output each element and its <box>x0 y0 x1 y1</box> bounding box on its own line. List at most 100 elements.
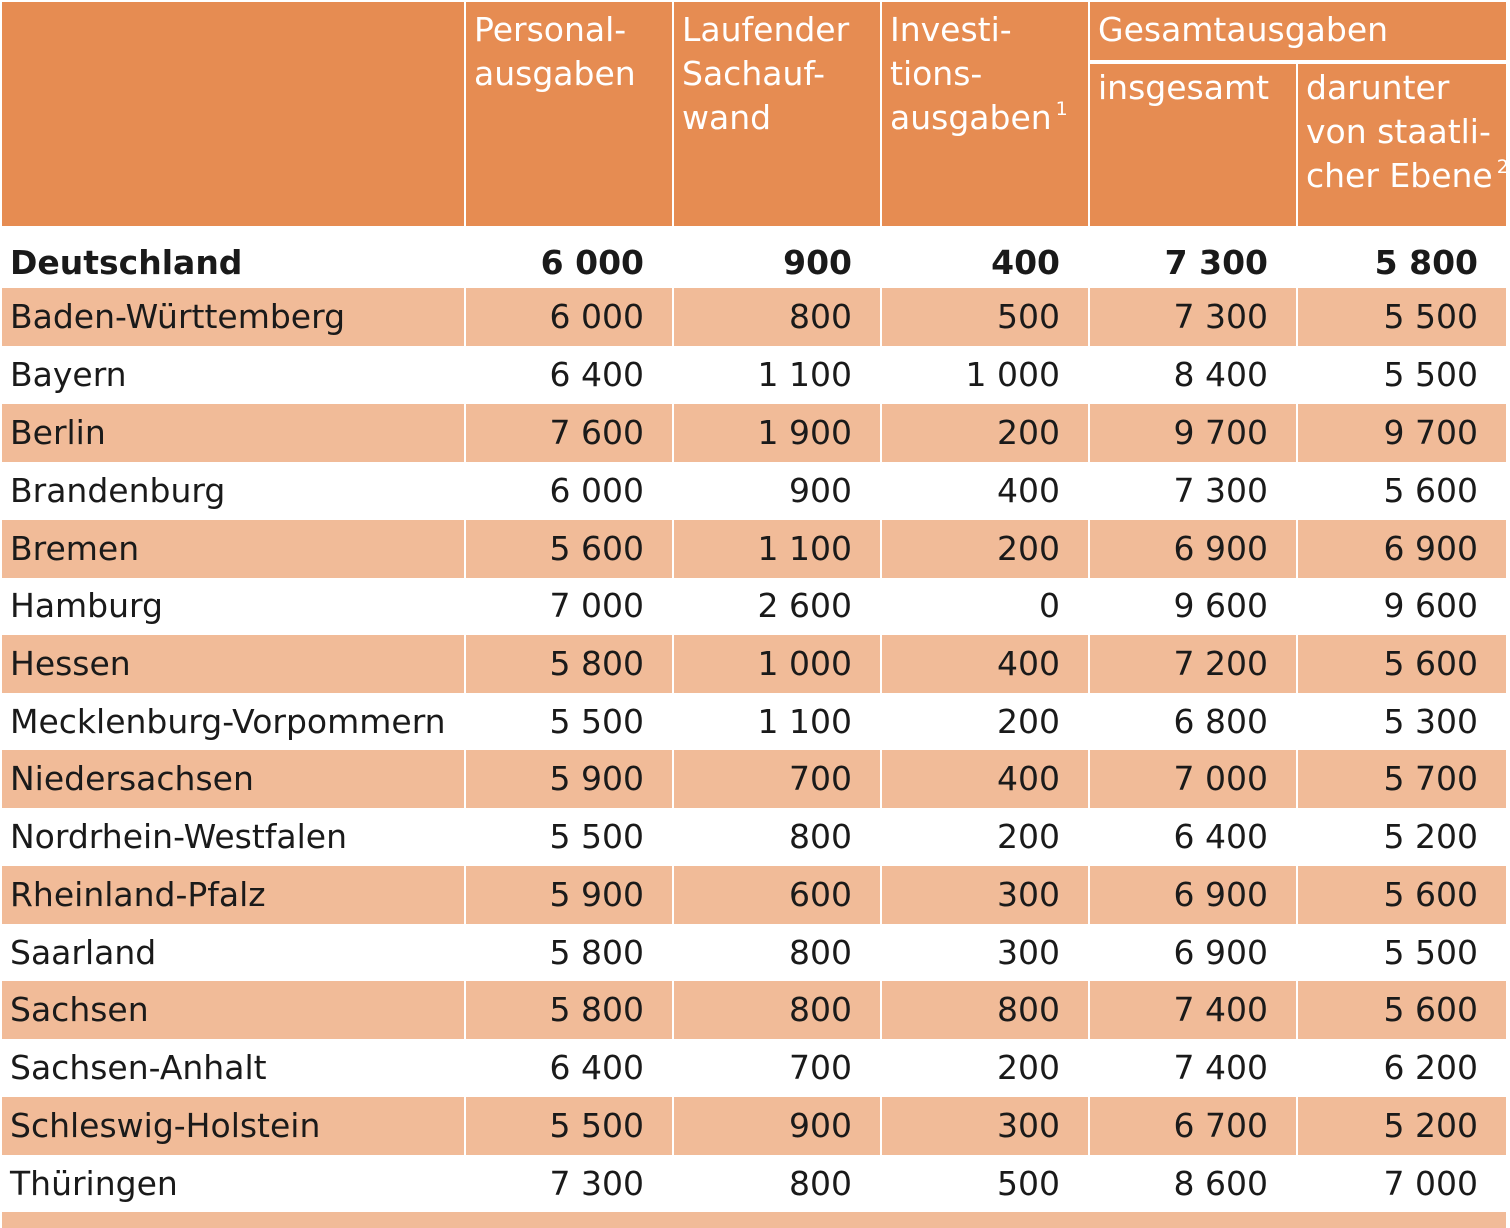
table-row: Rheinland-Pfalz 5 900 600 300 6 900 5 60… <box>0 866 1510 924</box>
header-line: ausgaben 1 <box>890 96 1088 140</box>
cell-personalausgaben: 6 400 <box>549 355 644 394</box>
cell-personalausgaben: 7 000 <box>549 586 644 625</box>
header-line: cher Ebene 2 <box>1306 154 1509 198</box>
cell-investitionsausgaben: 200 <box>997 817 1060 856</box>
cell-sachaufwand: 900 <box>783 243 852 282</box>
row-label: Hessen <box>2 635 464 693</box>
cell-personalausgaben: 6 400 <box>549 1048 644 1087</box>
cell-insgesamt: 8 400 <box>1173 355 1268 394</box>
table-row: Thüringen 7 300 800 500 8 600 7 000 <box>0 1155 1510 1213</box>
header-investitionsausgaben: Investi- tions- ausgaben 1 <box>882 2 1088 226</box>
cell-darunter-staatlich: 7 000 <box>1383 1164 1478 1203</box>
cell-darunter-staatlich: 5 500 <box>1383 933 1478 972</box>
cell-darunter-staatlich: 5 500 <box>1383 355 1478 394</box>
cell-personalausgaben: 6 000 <box>549 471 644 510</box>
cell-darunter-staatlich: 5 200 <box>1298 1097 1506 1155</box>
cell-investitionsausgaben: 300 <box>997 933 1060 972</box>
cell-darunter-staatlich: 5 500 <box>1298 288 1506 346</box>
cell-darunter-staatlich: 6 900 <box>1298 520 1506 578</box>
table-row: Baden-Württemberg 6 000 800 500 7 300 5 … <box>0 288 1510 346</box>
row-label: Bayern <box>10 355 127 394</box>
cell-investitionsausgaben: 800 <box>882 981 1088 1039</box>
cell-sachaufwand: 600 <box>674 866 880 924</box>
row-label: Saarland <box>10 933 157 972</box>
table-row: Niedersachsen 5 900 700 400 7 000 5 700 <box>0 750 1510 808</box>
header-line: ausgaben <box>474 54 636 93</box>
cell-insgesamt: 6 900 <box>1173 933 1268 972</box>
table-row: Bremen 5 600 1 100 200 6 900 6 900 <box>0 520 1510 578</box>
table-row: Nordrhein-Westfalen 5 500 800 200 6 400 … <box>0 808 1510 866</box>
cell-investitionsausgaben: 200 <box>997 702 1060 741</box>
table-row: Brandenburg 6 000 900 400 7 300 5 600 <box>0 462 1510 520</box>
cell-sachaufwand: 900 <box>674 1097 880 1155</box>
cell-personalausgaben: 5 500 <box>549 817 644 856</box>
table-row: Sachsen-Anhalt 6 400 700 200 7 400 6 200 <box>0 1039 1510 1097</box>
row-label: Deutschland <box>10 243 243 282</box>
cell-insgesamt: 7 400 <box>1090 981 1296 1039</box>
cell-sachaufwand: 1 000 <box>674 635 880 693</box>
header-personalausgaben: Personal- ausgaben <box>466 2 672 226</box>
cell-personalausgaben: 5 600 <box>466 520 672 578</box>
row-label: Sachsen <box>2 981 464 1039</box>
header-line: Personal- <box>474 10 627 49</box>
table-row: Bayern 6 400 1 100 1 000 8 400 5 500 <box>0 346 1510 404</box>
cell-insgesamt: 6 400 <box>1173 817 1268 856</box>
row-label: Bremen <box>2 520 464 578</box>
cell-personalausgaben: 7 600 <box>466 404 672 462</box>
cell-darunter-staatlich: 5 600 <box>1298 635 1506 693</box>
cell-darunter-staatlich: 9 700 <box>1298 404 1506 462</box>
header-sachaufwand: Laufender Sachauf- wand <box>674 2 880 226</box>
cell-insgesamt: 6 900 <box>1090 520 1296 578</box>
cell-investitionsausgaben: 300 <box>882 1097 1088 1155</box>
footnote-marker: 2 <box>1496 156 1509 178</box>
cell-sachaufwand: 800 <box>789 933 852 972</box>
cell-darunter-staatlich: 5 600 <box>1298 981 1506 1039</box>
cell-investitionsausgaben: 400 <box>882 635 1088 693</box>
cell-personalausgaben: 5 800 <box>549 933 644 972</box>
table-row: Sachsen 5 800 800 800 7 400 5 600 <box>0 981 1510 1039</box>
row-label: Schleswig-Holstein <box>2 1097 464 1155</box>
cell-personalausgaben: 6 000 <box>466 288 672 346</box>
header-gesamtausgaben: Gesamtausgaben <box>1090 2 1506 60</box>
cell-insgesamt: 7 300 <box>1164 243 1268 282</box>
row-label: Mecklenburg-Vorpommern <box>10 702 446 741</box>
cell-investitionsausgaben: 1 000 <box>965 355 1060 394</box>
row-label: Rheinland-Pfalz <box>2 866 464 924</box>
row-label: Niedersachsen <box>2 750 464 808</box>
cell-insgesamt: 9 600 <box>1173 586 1268 625</box>
cell-investitionsausgaben: 400 <box>882 750 1088 808</box>
row-label: Sachsen-Anhalt <box>10 1048 267 1087</box>
table-row-total: Deutschland 6 000 900 400 7 300 5 800 <box>0 234 1510 292</box>
cell-sachaufwand: 700 <box>674 750 880 808</box>
row-label: Nordrhein-Westfalen <box>10 817 348 856</box>
row-label: Brandenburg <box>10 471 226 510</box>
table-row: Hessen 5 800 1 000 400 7 200 5 600 <box>0 635 1510 693</box>
cell-insgesamt: 7 300 <box>1090 288 1296 346</box>
row-label: Baden-Württemberg <box>2 288 464 346</box>
cell-darunter-staatlich: 5 600 <box>1298 866 1506 924</box>
row-label: Thüringen <box>10 1164 178 1203</box>
cell-personalausgaben: 5 900 <box>466 866 672 924</box>
header-corner-cell <box>2 2 464 226</box>
header-line: Investi- <box>890 10 1012 49</box>
cell-investitionsausgaben: 200 <box>882 520 1088 578</box>
cell-sachaufwand: 1 100 <box>757 702 852 741</box>
cell-sachaufwand: 800 <box>674 981 880 1039</box>
table-row: Mecklenburg-Vorpommern 5 500 1 100 200 6… <box>0 693 1510 751</box>
cell-sachaufwand: 2 600 <box>757 586 852 625</box>
header-line: darunter <box>1306 68 1450 107</box>
cell-investitionsausgaben: 500 <box>882 288 1088 346</box>
cell-insgesamt: 7 400 <box>1173 1048 1268 1087</box>
cell-sachaufwand: 700 <box>789 1048 852 1087</box>
cell-darunter-staatlich: 6 200 <box>1383 1048 1478 1087</box>
header-line-text: cher Ebene <box>1306 156 1493 195</box>
header-line: Laufender <box>682 10 850 49</box>
cell-personalausgaben: 5 800 <box>466 635 672 693</box>
cell-insgesamt: 7 200 <box>1090 635 1296 693</box>
cell-investitionsausgaben: 500 <box>997 1164 1060 1203</box>
cell-sachaufwand: 800 <box>789 817 852 856</box>
header-line: wand <box>682 98 772 137</box>
cell-personalausgaben: 7 300 <box>549 1164 644 1203</box>
header-line: tions- <box>890 54 983 93</box>
